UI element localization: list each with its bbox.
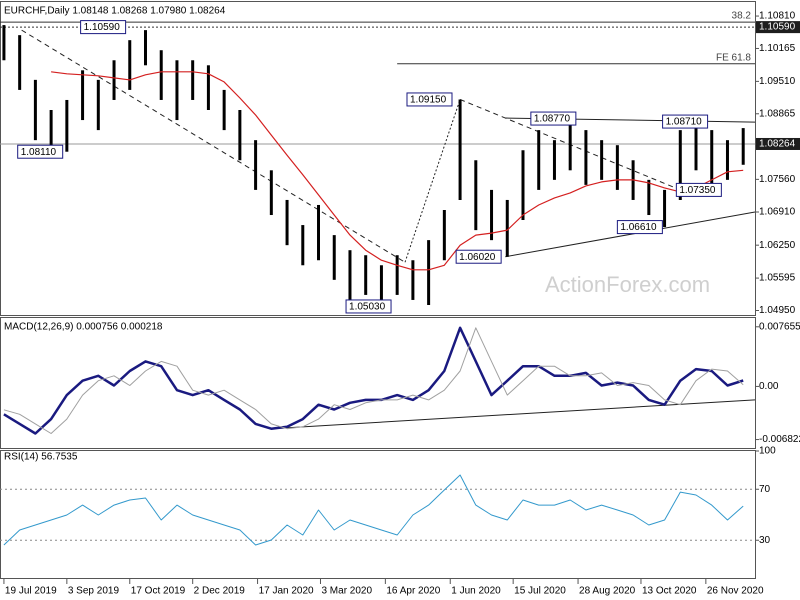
y-tick-label: 1.10165 <box>759 43 796 54</box>
moving-average <box>51 71 744 271</box>
price-label: 1.10590 <box>84 22 121 33</box>
level-label: 38.2 <box>732 11 752 22</box>
x-tick-label: 3 Mar 2020 <box>321 586 372 597</box>
price-label-box <box>406 92 453 107</box>
x-tick-label: 17 Jan 2020 <box>259 586 314 597</box>
trendline <box>505 211 756 258</box>
y-tick-label: -0.006822 <box>759 434 800 445</box>
x-tick-label: 17 Oct 2019 <box>131 586 186 597</box>
trendline <box>404 99 461 263</box>
y-tick-label: 1.06910 <box>759 207 796 218</box>
price-label: 1.08110 <box>21 147 57 158</box>
watermark: ActionForex.com <box>545 272 710 297</box>
indicator-line <box>3 327 744 434</box>
y-tick-label: 1.09510 <box>759 76 796 87</box>
price-label-box <box>345 299 392 314</box>
price-panel <box>0 1 756 316</box>
y-tick-label: 1.07560 <box>759 174 796 185</box>
price-label-box <box>530 111 577 126</box>
trendline <box>271 399 756 430</box>
price-label: 1.09150 <box>410 95 447 106</box>
x-tick-label: 19 Jul 2019 <box>5 586 57 597</box>
price-label-box <box>17 144 64 159</box>
level-box <box>756 21 800 34</box>
x-tick-label: 16 Apr 2020 <box>386 586 440 597</box>
x-tick-label: 15 Jul 2020 <box>514 586 566 597</box>
rsi-panel <box>0 450 756 579</box>
price-label: 1.08710 <box>666 117 703 128</box>
price-label: 1.07350 <box>679 185 716 196</box>
y-tick-label: 0.007655 <box>759 321 800 332</box>
y-tick-label: 1.05595 <box>759 273 796 284</box>
x-tick-label: 3 Sep 2019 <box>68 586 120 597</box>
price-label: 1.06020 <box>459 252 496 263</box>
x-tick-label: 26 Nov 2020 <box>707 586 764 597</box>
y-tick-label: 1.06250 <box>759 240 796 251</box>
macd-panel <box>0 317 756 449</box>
y-tick-label: 1.10810 <box>759 11 796 22</box>
x-tick-label: 28 Aug 2020 <box>579 586 636 597</box>
y-tick-label: 1.08865 <box>759 108 796 119</box>
x-tick-label: 13 Oct 2020 <box>642 586 697 597</box>
price-label-box <box>80 20 127 35</box>
level-label: 1.08264 <box>759 139 796 150</box>
price-label-box <box>616 220 663 235</box>
level-label: FE 61.8 <box>716 52 751 63</box>
level-label: 1.10590 <box>759 22 796 33</box>
price-label-box <box>675 182 722 197</box>
level-box <box>756 137 800 150</box>
price-label: 1.05030 <box>349 302 386 313</box>
y-tick-label: 70 <box>759 484 771 495</box>
price-label-box <box>455 249 502 264</box>
price-label: 1.06610 <box>620 222 657 233</box>
x-tick-label: 1 Jun 2020 <box>451 586 501 597</box>
x-tick-label: 2 Dec 2019 <box>194 586 246 597</box>
price-label: 1.08770 <box>534 114 571 125</box>
price-label-box <box>662 114 709 129</box>
y-tick-label: 100 <box>759 446 776 457</box>
panel-title: RSI(14) 56.7535 <box>4 452 78 463</box>
panel-title: MACD(12,26,9) 0.000756 0.000218 <box>4 322 163 333</box>
y-tick-label: 1.04950 <box>759 305 796 316</box>
panel-title: EURCHF,Daily 1.08148 1.08268 1.07980 1.0… <box>4 6 226 17</box>
indicator-line <box>3 326 744 435</box>
indicator-line <box>3 474 744 546</box>
y-tick-label: 30 <box>759 535 771 546</box>
y-tick-label: 0.00 <box>759 381 779 392</box>
